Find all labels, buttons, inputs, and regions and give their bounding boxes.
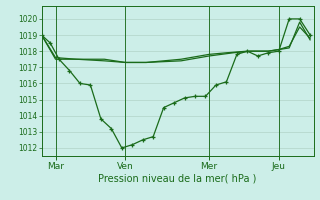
X-axis label: Pression niveau de la mer( hPa ): Pression niveau de la mer( hPa ) bbox=[99, 173, 257, 183]
